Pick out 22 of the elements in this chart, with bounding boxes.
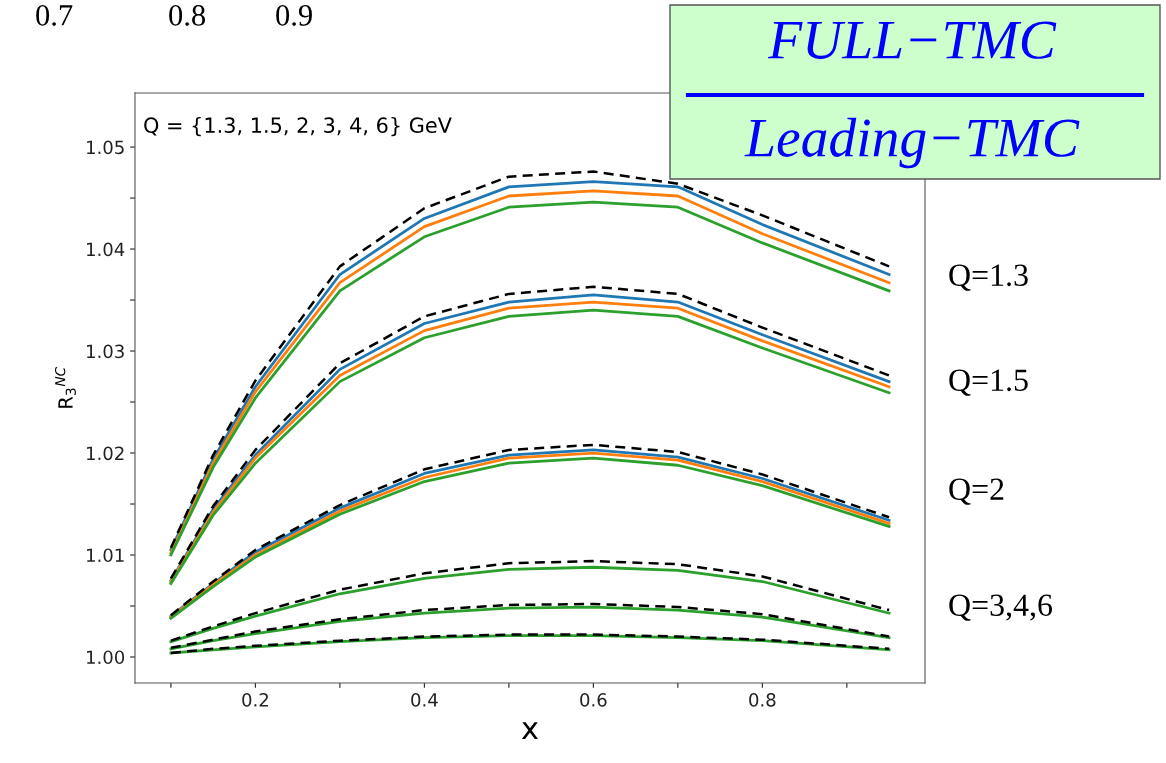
x-tick-label: 0.6 (580, 693, 607, 707)
x-tick-label: 0.8 (749, 693, 776, 707)
annotation: Leading−TMC (744, 117, 1080, 169)
y-axis-title: R$_{3}$$^{NC}$ (55, 366, 76, 408)
y-tick-label: 1.03 (87, 344, 124, 359)
annotation: Q = {1.3, 1.5, 2, 3, 4, 6} GeV (144, 116, 452, 137)
text: FULL−TMC (767, 21, 1057, 59)
text: Q=3,4,6 (949, 594, 1053, 621)
y-tick-label: 1.00 (87, 650, 125, 665)
text: 0.8 (169, 5, 206, 26)
x-tick-label: 0.4 (411, 693, 438, 707)
y-tick-label: 1.05 (87, 140, 124, 155)
y-tick-label: 1.04 (87, 242, 125, 257)
text: 0.7 (36, 5, 73, 26)
x-tick-label: 0.2 (242, 693, 268, 707)
text: Q=1.5 (949, 369, 1028, 396)
text: Q=1.3 (949, 264, 1028, 291)
y-tick-label: 1.01 (87, 548, 124, 563)
y-tick-label: 1.02 (87, 446, 124, 461)
text: 0.9 (276, 5, 312, 26)
x-axis-title: x (521, 722, 539, 739)
text: Q=2 (949, 478, 1004, 505)
